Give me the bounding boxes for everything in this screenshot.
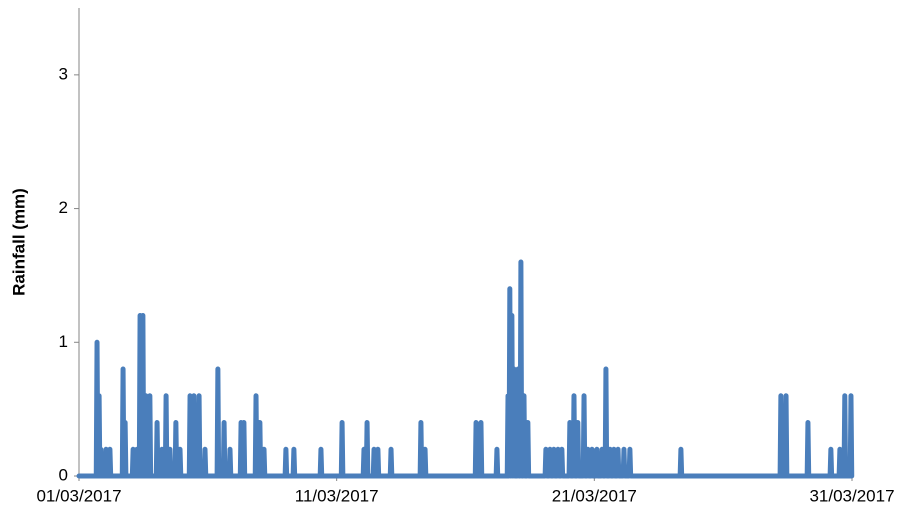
y-tick-label: 2: [59, 198, 68, 217]
y-axis-label: Rainfall (mm): [9, 188, 28, 296]
x-tick-label: 21/03/2017: [552, 486, 637, 505]
rainfall-line: [76, 259, 855, 479]
y-tick-label: 3: [59, 64, 68, 83]
x-tick-label: 01/03/2017: [36, 486, 121, 505]
y-tick-label: 0: [59, 465, 68, 484]
x-tick-label: 11/03/2017: [295, 486, 379, 505]
y-tick-label: 1: [59, 332, 68, 351]
x-tick-label: 31/03/2017: [809, 486, 894, 505]
